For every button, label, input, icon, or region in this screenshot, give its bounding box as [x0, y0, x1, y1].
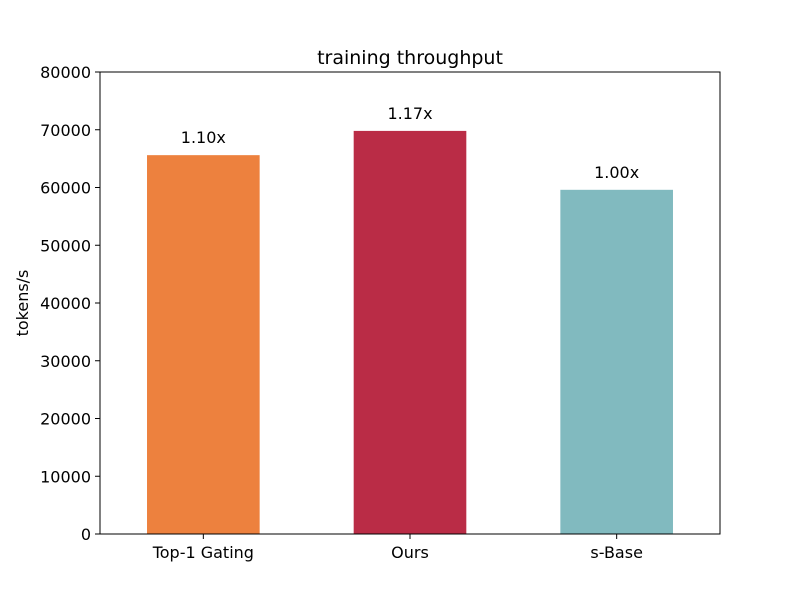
y-tick-label: 50000: [40, 236, 91, 255]
y-axis-label: tokens/s: [13, 270, 32, 337]
y-tick-label: 70000: [40, 121, 91, 140]
bar-top-1-gating: [147, 155, 260, 534]
y-tick-label: 40000: [40, 294, 91, 313]
y-tick-label: 0: [81, 525, 91, 544]
y-axis-ticks: 0 10000 20000 30000 40000 50000 60000 70000 8000…: [40, 63, 100, 544]
y-tick-label: 30000: [40, 352, 91, 371]
y-tick-label: 60000: [40, 179, 91, 198]
data-labels-layer: 1.10x 1.17x 1.00x: [181, 104, 639, 182]
y-tick-label: 10000: [40, 467, 91, 486]
bar-ours: [353, 130, 467, 534]
x-tick-label: Top-1 Gating: [152, 543, 254, 562]
y-tick-label: 80000: [40, 63, 91, 82]
chart-title: training throughput: [317, 47, 503, 69]
x-tick-label: Ours: [391, 543, 429, 562]
y-tick-label: 20000: [40, 410, 91, 429]
data-label: 1.10x: [181, 128, 226, 147]
bar-s-base: [560, 189, 673, 534]
data-label: 1.00x: [594, 163, 639, 182]
bars-layer: [147, 130, 673, 534]
plot-frame: [99, 71, 721, 535]
data-label: 1.17x: [387, 104, 432, 123]
x-tick-label: s-Base: [590, 543, 643, 562]
x-axis-ticks: Top-1 Gating Ours s-Base: [152, 534, 643, 562]
